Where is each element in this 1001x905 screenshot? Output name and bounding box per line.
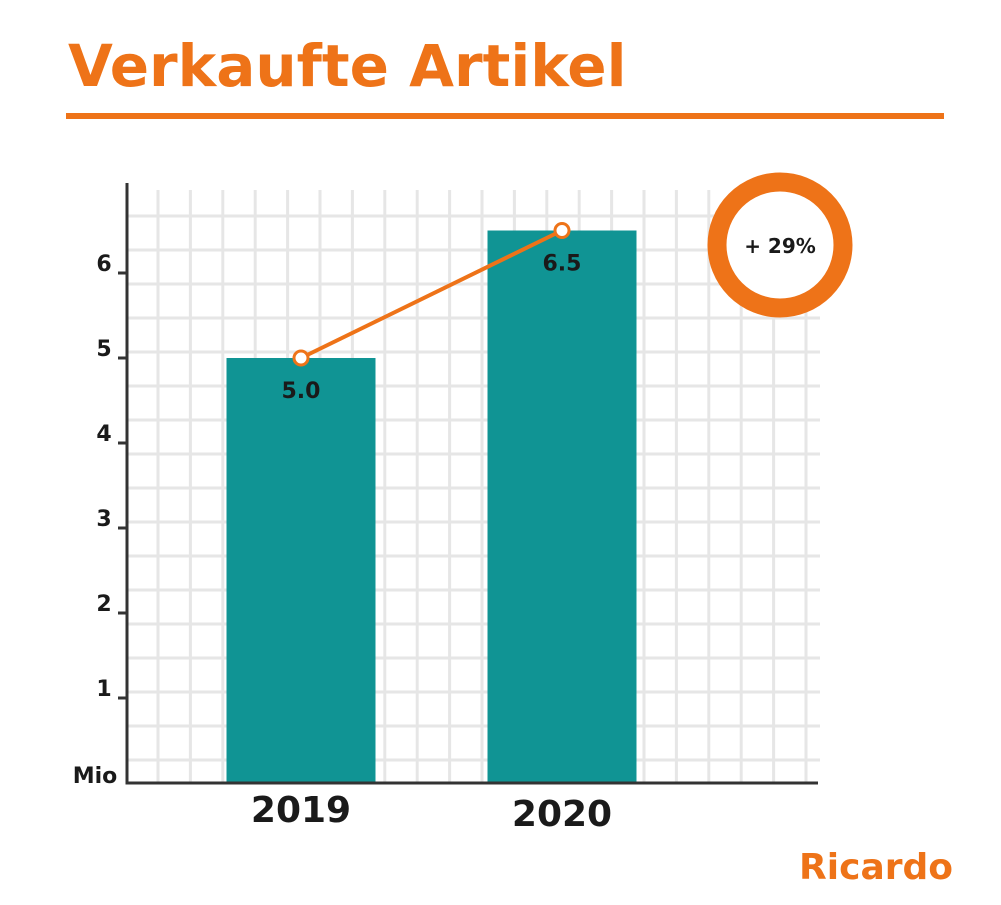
data-labels: 5.0 6.5 xyxy=(282,252,582,405)
chart-grid xyxy=(127,190,820,783)
trend-line-group xyxy=(292,222,571,367)
trend-point-2019 xyxy=(292,349,310,367)
y-tick-label: 2 xyxy=(96,592,111,617)
growth-badge: + 29% xyxy=(707,172,853,318)
title-underline xyxy=(66,113,944,119)
data-label-2020: 6.5 xyxy=(543,252,582,277)
x-tick-label-2020: 2020 xyxy=(512,794,612,835)
growth-badge-ring xyxy=(707,172,853,318)
chart-axes xyxy=(125,183,818,785)
x-tick-labels: 2019 2020 xyxy=(251,790,612,835)
growth-badge-text: + 29% xyxy=(744,234,816,258)
y-tick-label: 3 xyxy=(96,507,111,532)
y-tick-label: 6 xyxy=(96,252,111,277)
chart-title: Verkaufte Artikel xyxy=(68,32,627,100)
unit-label: Mio xyxy=(73,764,118,789)
trend-point-2020 xyxy=(553,222,571,239)
y-tick-label: 1 xyxy=(96,677,111,702)
y-tick-label: 4 xyxy=(96,422,111,447)
y-ticks: 1 2 3 4 5 6 Mio xyxy=(73,252,127,789)
trend-line xyxy=(300,228,563,360)
bar-2020 xyxy=(487,230,637,783)
data-label-2019: 5.0 xyxy=(282,379,321,404)
bar-2019 xyxy=(226,358,376,783)
brand-logo: Ricardo xyxy=(799,847,953,888)
x-tick-label-2019: 2019 xyxy=(251,790,351,831)
y-tick-label: 5 xyxy=(96,337,111,362)
bar-group xyxy=(226,230,637,783)
